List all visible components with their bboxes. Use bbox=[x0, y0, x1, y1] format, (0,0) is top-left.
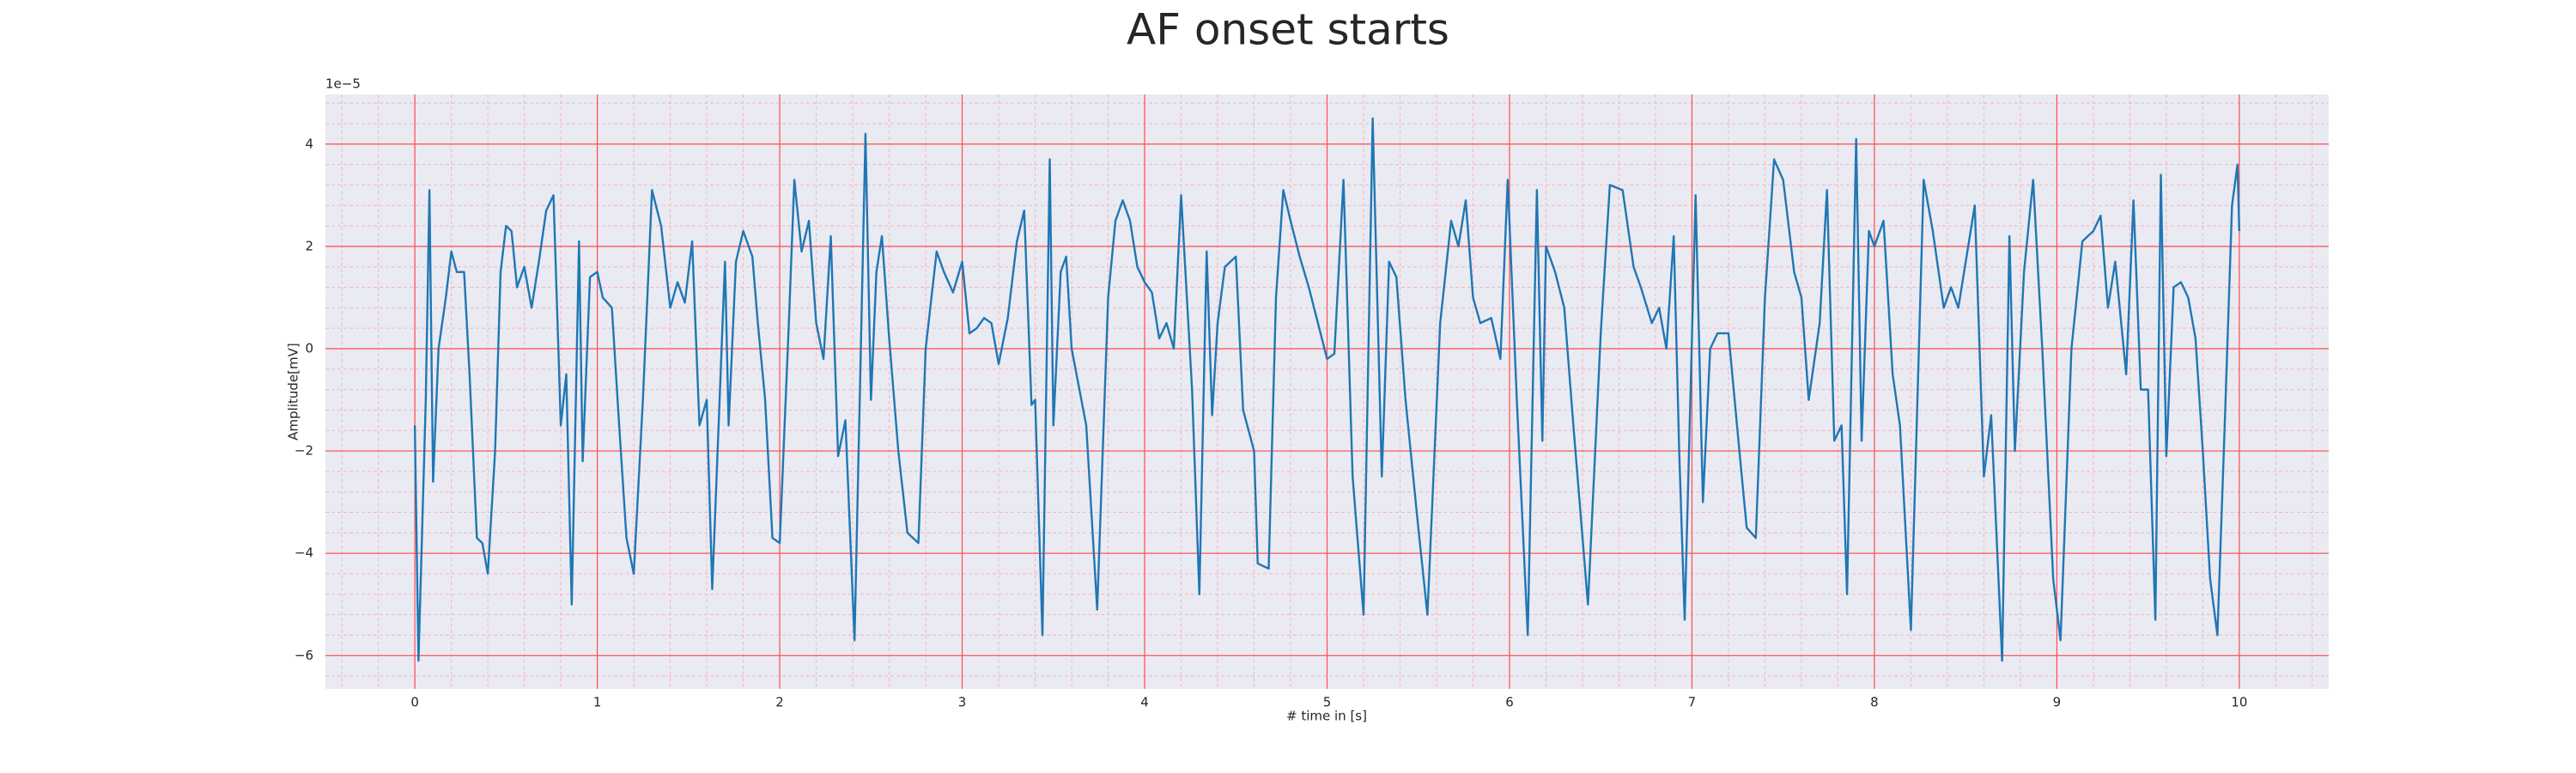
x-tick-label: 9 bbox=[2053, 695, 2062, 710]
x-tick-label: 10 bbox=[2231, 695, 2247, 710]
x-tick-label: 0 bbox=[410, 695, 419, 710]
marks bbox=[413, 117, 2241, 662]
x-tick-label: 5 bbox=[1323, 695, 1332, 710]
x-axis-label: # time in [s] bbox=[1286, 709, 1367, 724]
labels: AF onset starts # time in [s] Amplitude[… bbox=[286, 5, 2248, 724]
offset-label: 1e−5 bbox=[325, 76, 361, 92]
x-tick-label: 2 bbox=[775, 695, 784, 710]
y-axis-label: Amplitude[mV] bbox=[286, 343, 301, 440]
x-tick-label: 3 bbox=[958, 695, 967, 710]
chart-title: AF onset starts bbox=[1127, 5, 1449, 55]
y-tick-label: −6 bbox=[295, 648, 313, 663]
y-tick-label: −2 bbox=[295, 443, 313, 459]
y-tick-label: 2 bbox=[305, 238, 313, 253]
y-tick-label: −4 bbox=[295, 545, 313, 561]
x-tick-label: 7 bbox=[1688, 695, 1697, 710]
x-tick-label: 1 bbox=[593, 695, 602, 710]
x-tick-label: 6 bbox=[1505, 695, 1514, 710]
x-tick-label: 4 bbox=[1140, 695, 1149, 710]
line-series bbox=[413, 117, 2241, 662]
y-tick-label: 4 bbox=[305, 136, 313, 151]
grid bbox=[325, 94, 2329, 689]
y-tick-label: 0 bbox=[305, 340, 313, 356]
x-tick-label: 8 bbox=[1870, 695, 1879, 710]
